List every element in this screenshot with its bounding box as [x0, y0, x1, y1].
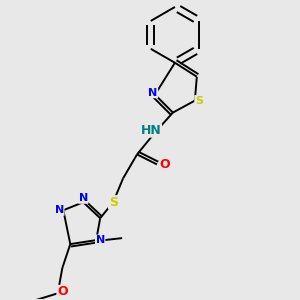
Text: S: S	[195, 96, 203, 106]
Text: N: N	[148, 88, 158, 98]
Text: S: S	[109, 196, 118, 209]
Text: N: N	[55, 205, 64, 215]
Text: N: N	[96, 235, 105, 245]
Text: O: O	[57, 285, 68, 298]
Text: N: N	[79, 193, 88, 203]
Text: O: O	[160, 158, 170, 171]
Text: HN: HN	[141, 124, 161, 137]
